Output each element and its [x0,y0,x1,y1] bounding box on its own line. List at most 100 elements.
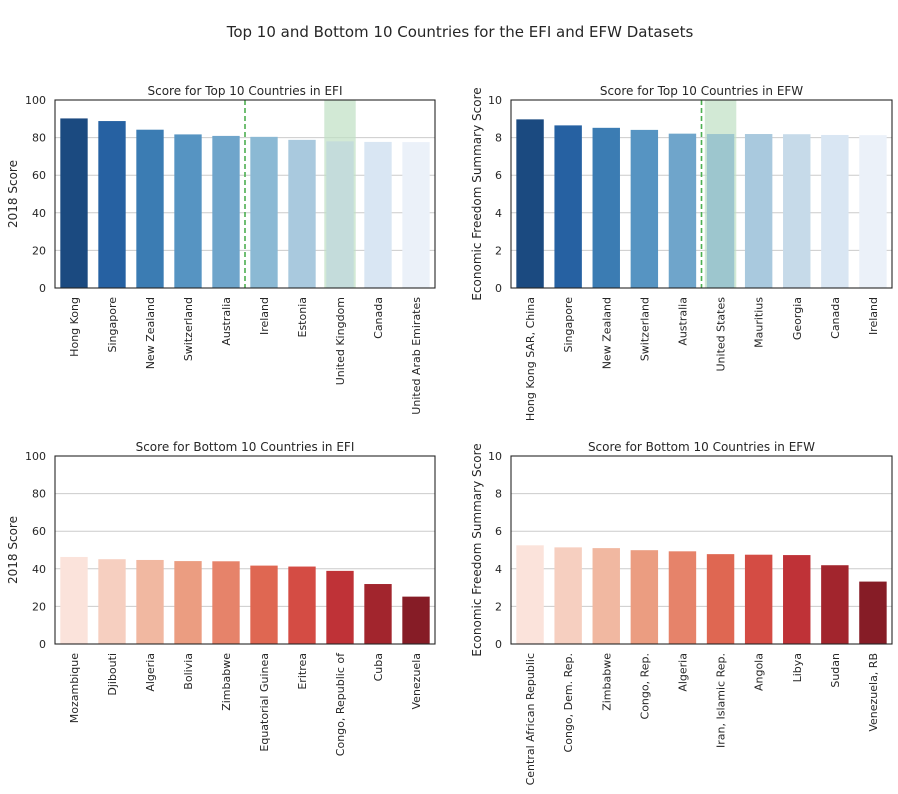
y-tick-label: 40 [32,207,46,220]
chart-title: Score for Top 10 Countries in EFW [600,84,803,98]
highlight-band-overlay [704,100,737,288]
x-tick-label: Congo, Dem. Rep. [562,653,575,752]
y-tick-label: 0 [39,282,46,295]
axes-frame [54,99,436,289]
bar [821,565,849,644]
x-tick-label: Ireland [258,297,271,335]
x-tick-label: Switzerland [182,297,195,361]
bar [821,134,849,288]
bar [516,545,544,644]
x-tick-label: Georgia [791,297,804,340]
bar [326,570,354,644]
chart-panel: 0 20 40 60 80 100 Mozambique Djibouti Algeria Bol… [6,440,436,756]
bar [402,142,430,288]
bar [859,135,887,288]
figure-suptitle: Top 10 and Bottom 10 Countries for the E… [226,23,694,41]
x-tick-label: Central African Republic [524,653,537,785]
x-tick-label: Cuba [372,653,385,681]
bar [554,547,582,644]
bar [136,559,164,644]
x-tick-label: Algeria [144,653,157,692]
x-tick-label: Australia [676,297,689,346]
bar [212,561,240,644]
x-tick-label: Switzerland [638,297,651,361]
x-tick-label: Algeria [676,653,689,692]
x-tick-label: Iran, Islamic Rep. [715,653,728,748]
x-tick-label: Venezuela, RB [867,653,880,732]
chart-panel: 0 20 40 60 80 100 Hong Kong Singapore New Zealan… [6,84,436,415]
x-tick-label: Canada [372,297,385,339]
y-tick-label: 60 [32,169,46,182]
bar [98,559,126,644]
bar [744,134,773,288]
bar [783,134,811,288]
x-tick-label: Hong Kong [68,297,81,357]
bar [668,551,697,644]
bar [60,556,88,644]
y-tick-label: 6 [495,169,502,182]
y-tick-label: 10 [488,94,502,107]
y-tick-label: 6 [495,525,502,538]
x-tick-label: Canada [829,297,842,339]
y-tick-label: 2 [495,244,502,257]
x-tick-label: New Zealand [144,297,157,369]
y-tick-label: 80 [32,132,46,145]
x-tick-label: New Zealand [600,297,613,369]
y-tick-label: 4 [495,207,502,220]
bar [212,135,240,288]
y-tick-label: 8 [495,132,502,145]
bar [174,134,202,288]
bar [706,134,735,288]
x-tick-label: Singapore [562,297,575,353]
x-tick-label: Singapore [106,297,119,353]
y-tick-label: 80 [32,488,46,501]
x-tick-label: United States [715,297,728,372]
x-tick-label: Australia [220,297,233,346]
bar [592,127,620,288]
bar [630,129,659,288]
chart-title: Score for Bottom 10 Countries in EFW [588,440,815,454]
bar [288,566,316,644]
bar [250,136,278,288]
x-tick-label: United Arab Emirates [410,297,423,415]
axes-frame [510,99,893,289]
bar [98,121,126,288]
x-tick-label: Eritrea [296,653,309,690]
y-tick-label: 0 [39,638,46,651]
x-tick-label: Estonia [296,297,309,338]
chart-title: Score for Top 10 Countries in EFI [147,84,342,98]
x-tick-label: Mozambique [68,653,81,723]
bar [668,133,697,288]
bar [326,141,354,288]
bar [174,561,202,644]
axes-frame [54,455,436,645]
bar [706,554,735,644]
y-tick-label: 10 [488,450,502,463]
axes-frame [510,455,893,645]
x-tick-label: Libya [791,653,804,682]
y-axis-label: 2018 Score [6,516,20,584]
bar [554,125,582,288]
x-tick-label: Djibouti [106,653,119,696]
y-tick-label: 20 [32,244,46,257]
x-tick-label: Zimbabwe [600,653,613,711]
chart-panel: 0 2 4 6 8 10 Central African Republic Congo, De… [470,440,893,785]
x-tick-label: Venezuela [410,653,423,710]
bar [60,118,88,288]
bar [516,119,544,288]
bar [859,581,887,644]
y-tick-label: 2 [495,600,502,613]
bar [364,141,392,288]
y-tick-label: 40 [32,563,46,576]
y-axis-label: Economic Freedom Summary Score [470,87,484,300]
x-tick-label: Bolivia [182,653,195,690]
y-tick-label: 100 [25,94,46,107]
chart-title: Score for Bottom 10 Countries in EFI [136,440,355,454]
bar [630,550,659,644]
y-tick-label: 60 [32,525,46,538]
x-tick-label: Sudan [829,653,842,688]
y-tick-label: 8 [495,488,502,501]
bar [288,139,316,288]
x-tick-label: Angola [753,653,766,691]
